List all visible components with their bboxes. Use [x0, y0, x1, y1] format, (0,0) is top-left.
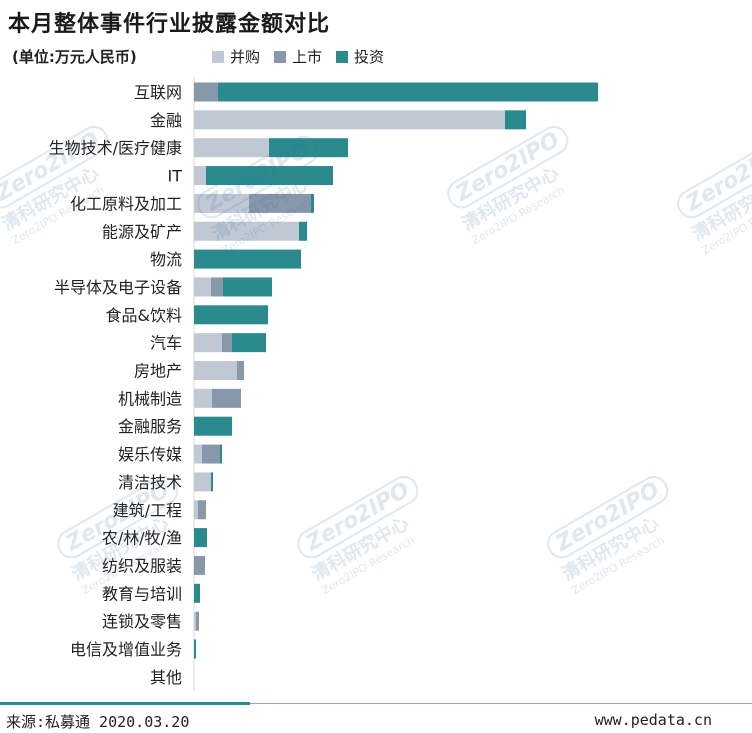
bar-segment-ipo [222, 333, 232, 353]
bar-segment-ipo [212, 388, 241, 408]
category-label: 纺织及服装 [102, 556, 182, 575]
category-label: 汽车 [150, 334, 182, 353]
bar-segment-investment [194, 583, 200, 603]
legend-item-ipo: 上市 [274, 46, 322, 67]
bar-segment-ipo [194, 82, 218, 102]
footer-divider [0, 703, 752, 704]
bar-segment-investment [206, 166, 333, 186]
category-label: 娱乐传媒 [118, 445, 182, 464]
legend-swatch-ipo [274, 50, 287, 63]
category-label: 连锁及零售 [102, 612, 182, 631]
bar-segment-ipo [194, 555, 205, 575]
category-label: 半导体及电子设备 [54, 278, 182, 297]
bar-segment-investment [194, 528, 207, 548]
bar-segment-merger [194, 500, 198, 520]
bar-segment-merger [194, 611, 196, 631]
category-label: IT [168, 167, 183, 186]
category-label: 化工原料及加工 [70, 194, 182, 213]
category-label: 建筑/工程 [113, 501, 182, 520]
bar-segment-investment [211, 472, 213, 492]
bar-segment-investment [299, 221, 307, 241]
bar-segment-investment [269, 138, 348, 158]
bar-segment-merger [194, 277, 211, 297]
category-label: 清洁技术 [118, 473, 182, 492]
category-label: 金融服务 [118, 417, 182, 436]
bar-segment-investment [194, 305, 268, 325]
legend: 并购 上市 投资 [212, 46, 384, 67]
legend-swatch-merger [212, 50, 224, 63]
bar-segment-investment [218, 82, 598, 102]
category-label: 其他 [150, 668, 182, 687]
website-label: www.pedata.cn [594, 711, 712, 729]
category-label: 物流 [150, 250, 182, 269]
bar-segment-merger [194, 193, 249, 213]
bar-segment-ipo [198, 500, 206, 520]
unit-label: (单位:万元人民币) [12, 48, 137, 66]
category-label: 互联网 [134, 83, 182, 102]
bar-segment-merger [194, 444, 202, 464]
bar-segment-investment [194, 249, 301, 269]
footer-accent-bar [0, 702, 250, 705]
bar-segment-investment [194, 639, 196, 659]
bar-segment-investment [311, 193, 314, 213]
bar-segment-investment [223, 277, 272, 297]
legend-item-merger: 并购 [212, 46, 260, 67]
bar-segment-investment [505, 110, 526, 130]
category-label: 电信及增值业务 [70, 640, 182, 659]
bar-segment-merger [194, 472, 211, 492]
category-label: 机械制造 [118, 389, 182, 408]
category-label: 能源及矿产 [102, 222, 182, 241]
bar-segment-investment [194, 416, 232, 436]
category-label: 房地产 [134, 362, 182, 381]
bar-segment-ipo [211, 277, 223, 297]
bar-segment-merger [194, 221, 299, 241]
category-label: 金融 [150, 111, 182, 130]
legend-label-merger: 并购 [230, 48, 261, 66]
source-note: 来源:私募通 2020.03.20 [6, 713, 190, 731]
bar-segment-merger [194, 138, 269, 158]
bar-segment-merger [194, 166, 206, 186]
bar-segment-ipo [202, 444, 220, 464]
category-label: 农/林/牧/渔 [102, 529, 182, 548]
legend-item-investment: 投资 [336, 46, 384, 67]
legend-swatch-investment [336, 50, 349, 63]
bar-segment-merger [194, 361, 237, 380]
bar-segment-investment [232, 333, 266, 353]
category-label: 教育与培训 [102, 584, 182, 603]
bar-segment-ipo [249, 193, 311, 213]
bar-segment-merger [194, 388, 212, 408]
legend-label-investment: 投资 [354, 48, 385, 66]
bar-segment-investment [220, 444, 222, 464]
legend-label-ipo: 上市 [292, 48, 323, 66]
category-label: 生物技术/医疗健康 [49, 139, 182, 158]
chart-title: 本月整体事件行业披露金额对比 [8, 12, 331, 37]
bar-segment-ipo [237, 361, 244, 380]
category-label: 食品&饮料 [106, 306, 182, 325]
bar-segment-merger [194, 333, 222, 353]
bar-segment-ipo [196, 611, 199, 631]
bar-segment-merger [194, 110, 505, 130]
